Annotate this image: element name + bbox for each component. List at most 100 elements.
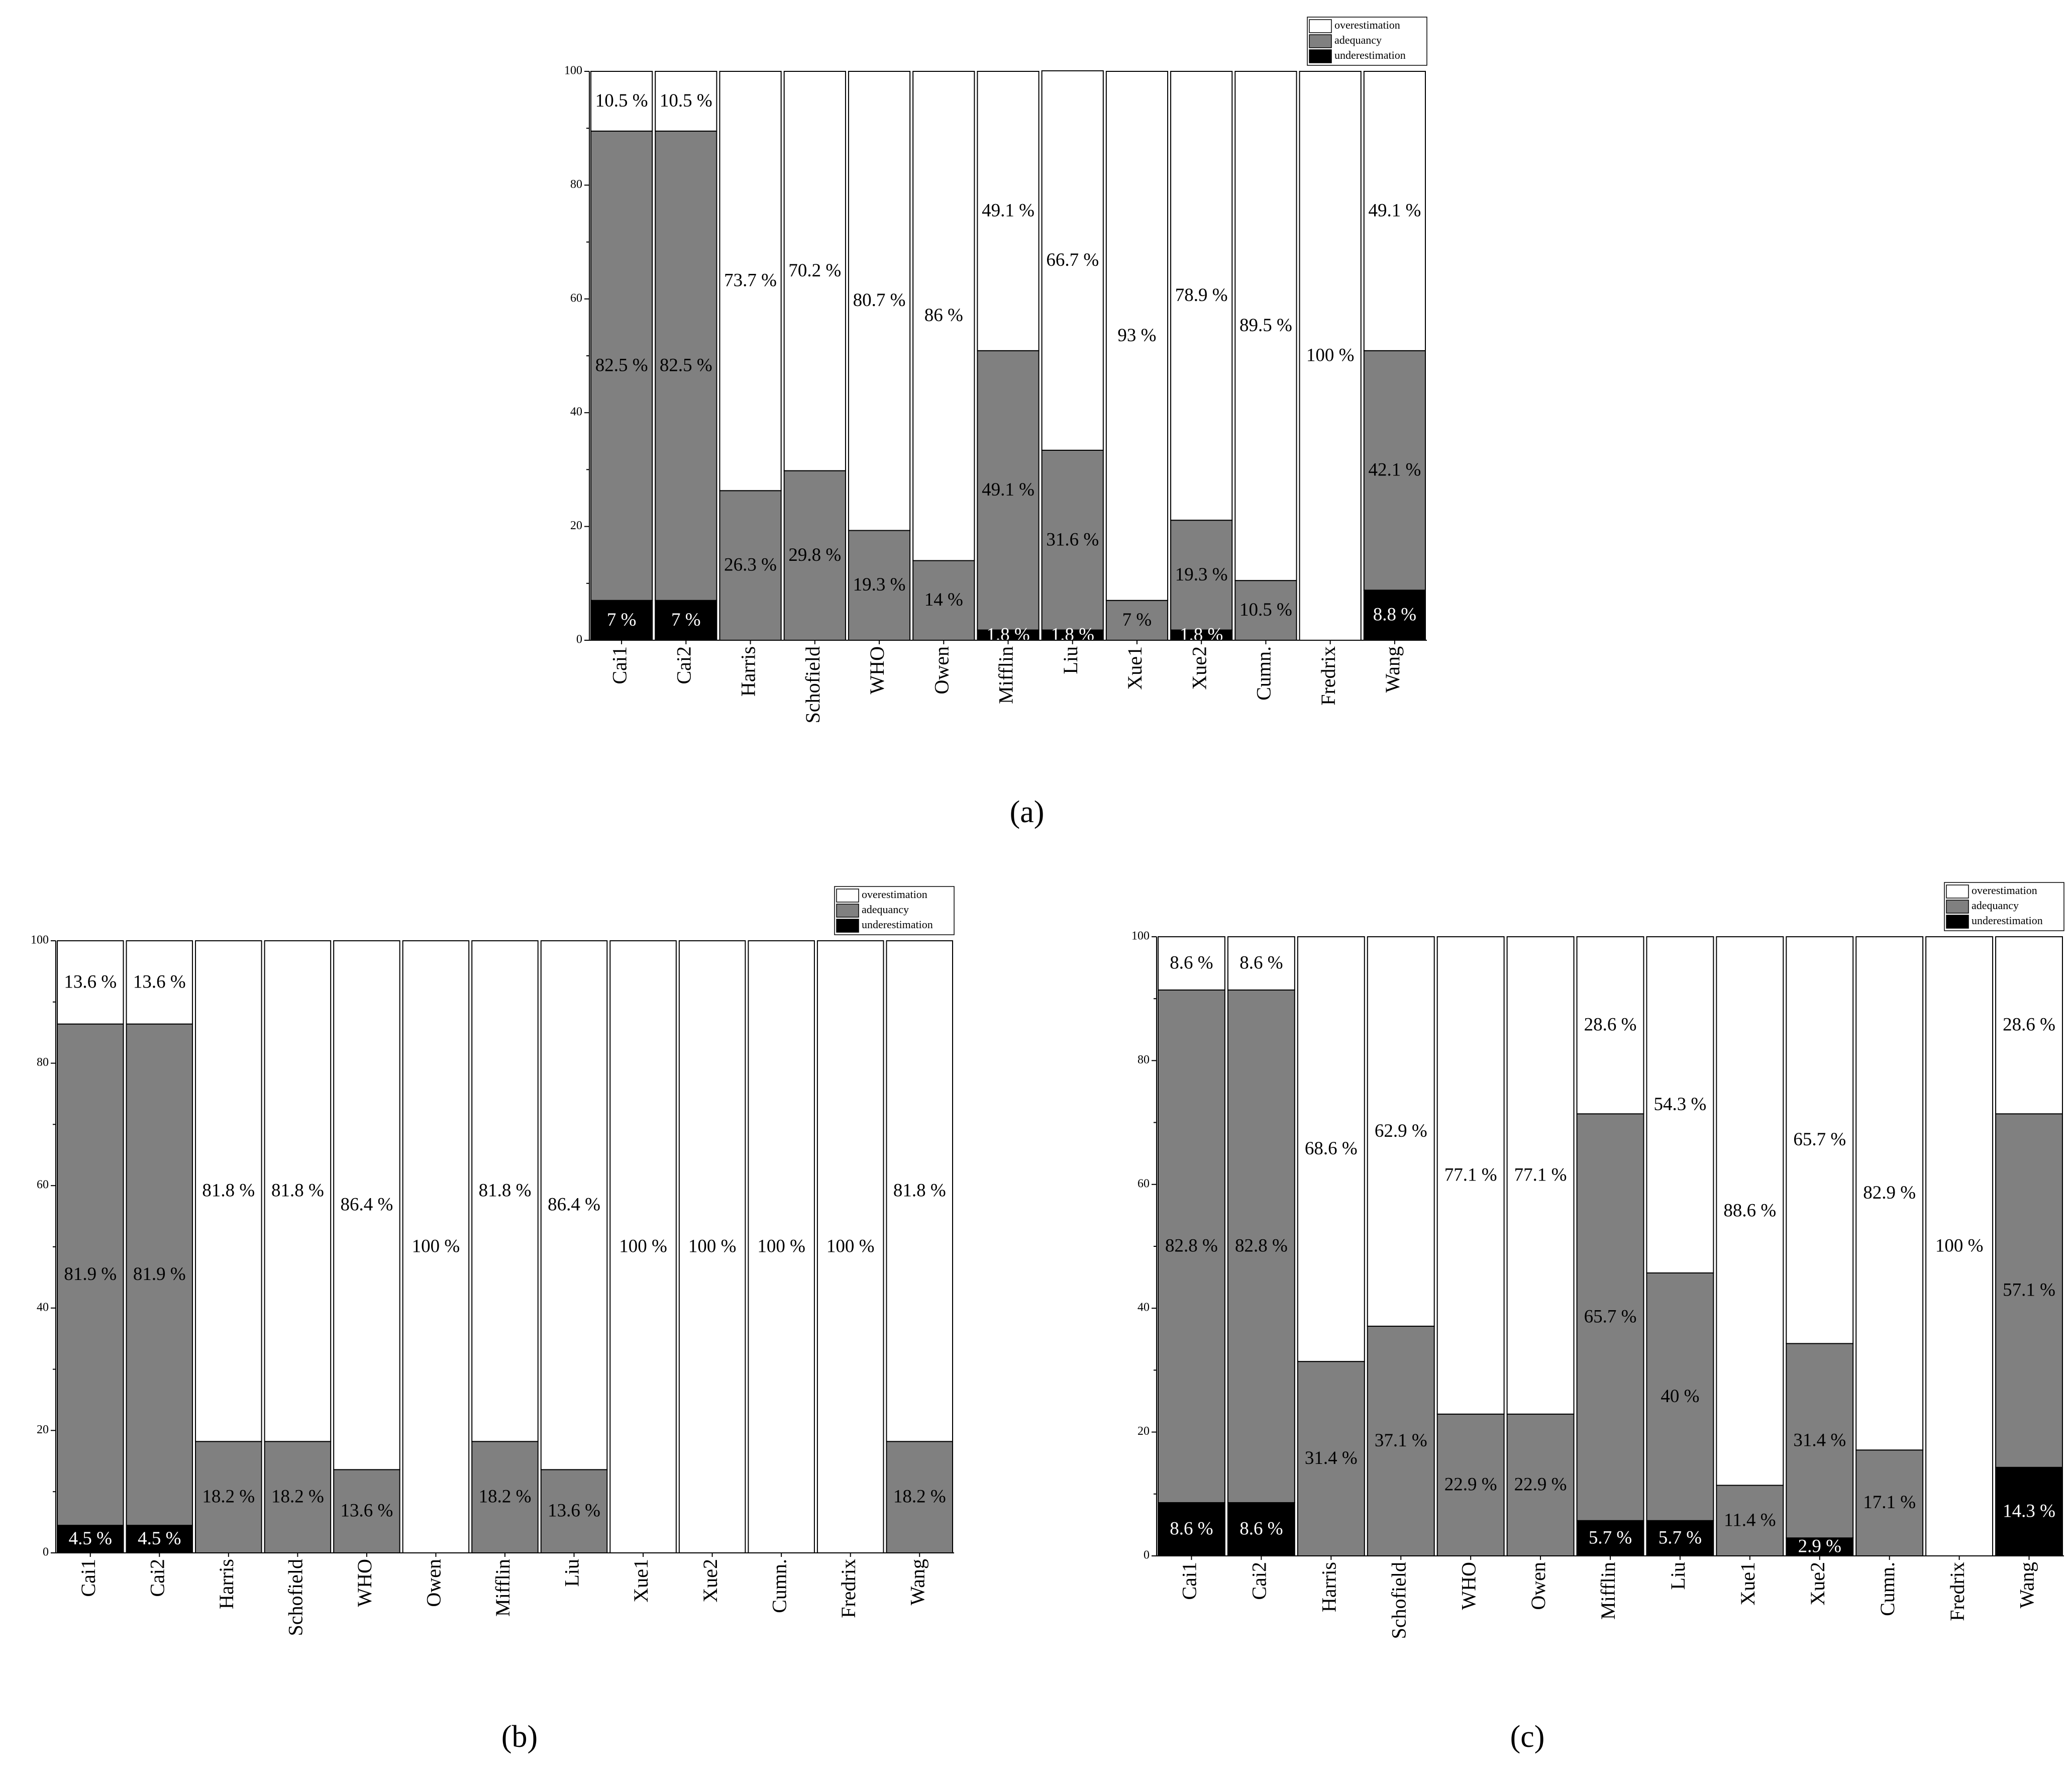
value-label: 68.6 %	[1305, 1138, 1358, 1159]
legend-swatch	[1309, 34, 1332, 48]
value-label: 22.9 %	[1514, 1474, 1567, 1495]
bar-segment	[57, 1023, 124, 1526]
value-label: 78.9 %	[1175, 285, 1228, 306]
value-label: 82.5 %	[595, 355, 648, 375]
y-tick-label: 100	[564, 64, 582, 77]
bar-segment	[402, 940, 470, 1553]
value-label: 82.9 %	[1863, 1182, 1916, 1203]
value-label: 5.7 %	[1589, 1527, 1632, 1548]
x-tick-label: Xue2	[699, 1559, 721, 1603]
value-label: 80.7 %	[853, 290, 906, 311]
value-label: 65.7 %	[1793, 1129, 1846, 1150]
y-tick-label: 100	[31, 934, 49, 947]
bar-segment	[886, 940, 954, 1442]
value-label: 18.2 %	[893, 1487, 946, 1507]
legend-swatch	[1946, 884, 1969, 899]
bar-segment	[540, 940, 608, 1470]
bar-segment	[912, 71, 975, 561]
caption: (c)	[1510, 1720, 1545, 1754]
bar-segment	[1158, 936, 1225, 991]
bar-segment	[719, 490, 782, 641]
value-label: 49.1 %	[982, 479, 1034, 500]
value-label: 77.1 %	[1514, 1164, 1567, 1185]
value-label: 18.2 %	[202, 1487, 255, 1507]
value-label: 82.8 %	[1165, 1235, 1218, 1256]
y-tick-label: 20	[1137, 1425, 1150, 1438]
legend-label: overestimation	[862, 888, 927, 901]
value-label: 8.6 %	[1239, 952, 1283, 973]
bar-segment	[1506, 936, 1575, 1415]
bar-segment	[748, 940, 815, 1553]
y-tick-label: 0	[1144, 1549, 1150, 1562]
value-label: 57.1 %	[2003, 1280, 2055, 1301]
x-tick-label: WHO	[353, 1559, 376, 1607]
value-label: 62.9 %	[1375, 1121, 1427, 1141]
bar-segment	[1363, 71, 1426, 351]
value-label: 40 %	[1661, 1386, 1699, 1407]
legend-label: overestimation	[1972, 884, 2037, 897]
bar-segment	[126, 1023, 193, 1526]
bar-segment	[590, 600, 653, 641]
value-label: 65.7 %	[1584, 1307, 1637, 1327]
bar-segment	[1367, 936, 1435, 1327]
bar-segment	[1855, 936, 1924, 1451]
y-tick-label: 100	[1131, 930, 1150, 943]
value-label: 31.4 %	[1793, 1430, 1846, 1450]
bar-segment	[1227, 1502, 1295, 1557]
y-tick-label: 60	[37, 1178, 49, 1192]
x-tick-label: Cai2	[146, 1559, 168, 1597]
y-tick-label: 60	[570, 291, 582, 305]
value-label: 82.5 %	[660, 355, 712, 375]
x-tick-label: Liu	[561, 1559, 583, 1587]
legend-label: adequancy	[1334, 34, 1382, 46]
value-label: 100 %	[826, 1236, 875, 1256]
x-tick-label: Cumn.	[1876, 1562, 1899, 1616]
x-tick-label: Cumn.	[768, 1559, 790, 1613]
legend-label: underestimation	[1972, 914, 2043, 927]
value-label: 73.7 %	[724, 270, 777, 291]
legend-swatch	[1946, 915, 1969, 929]
bar-segment	[1995, 1466, 2063, 1556]
bar-segment	[912, 560, 975, 641]
bar-segment	[783, 470, 846, 641]
bar-segment	[1506, 1413, 1575, 1557]
value-label: 10.5 %	[1239, 600, 1292, 620]
bar-segment	[1158, 1502, 1225, 1557]
legend-swatch	[836, 919, 859, 933]
bar-segment	[1786, 936, 1854, 1344]
value-label: 29.8 %	[788, 545, 841, 565]
bar-segment	[1646, 936, 1714, 1273]
bar-segment	[1170, 71, 1233, 521]
x-tick-label: Owen	[1527, 1562, 1549, 1610]
y-tick-label: 0	[43, 1546, 49, 1559]
bar-segment	[1158, 989, 1225, 1504]
bar-segment	[1041, 449, 1104, 631]
bar-segment	[333, 940, 400, 1470]
x-tick-label: Mifflin	[1597, 1562, 1619, 1620]
value-label: 18.2 %	[479, 1487, 532, 1507]
value-label: 7 %	[607, 610, 637, 630]
x-tick-label: Fredrix	[1317, 646, 1339, 706]
x-tick-label: Cai2	[1248, 1562, 1271, 1600]
value-label: 70.2 %	[788, 260, 841, 281]
value-label: 100 %	[619, 1236, 667, 1256]
value-label: 7 %	[1122, 610, 1152, 630]
y-tick-label: 80	[37, 1056, 49, 1069]
bar-segment	[1576, 936, 1644, 1115]
bar-segment	[1436, 936, 1505, 1415]
x-tick-label: Cumn.	[1253, 646, 1275, 701]
y-tick-label: 40	[570, 406, 582, 419]
value-label: 100 %	[1306, 345, 1355, 365]
legend-swatch	[1309, 49, 1332, 63]
value-label: 13.6 %	[341, 1501, 393, 1521]
bar-segment	[1299, 71, 1362, 641]
value-label: 100 %	[757, 1236, 805, 1256]
legend-swatch	[836, 904, 859, 918]
value-label: 81.8 %	[271, 1180, 324, 1201]
bar-segment	[333, 1469, 400, 1554]
x-tick-label: Owen	[930, 646, 953, 695]
value-label: 77.1 %	[1444, 1164, 1497, 1185]
x-tick-label: Owen	[423, 1559, 445, 1607]
value-label: 14.3 %	[2003, 1501, 2055, 1521]
value-label: 54.3 %	[1654, 1094, 1707, 1115]
